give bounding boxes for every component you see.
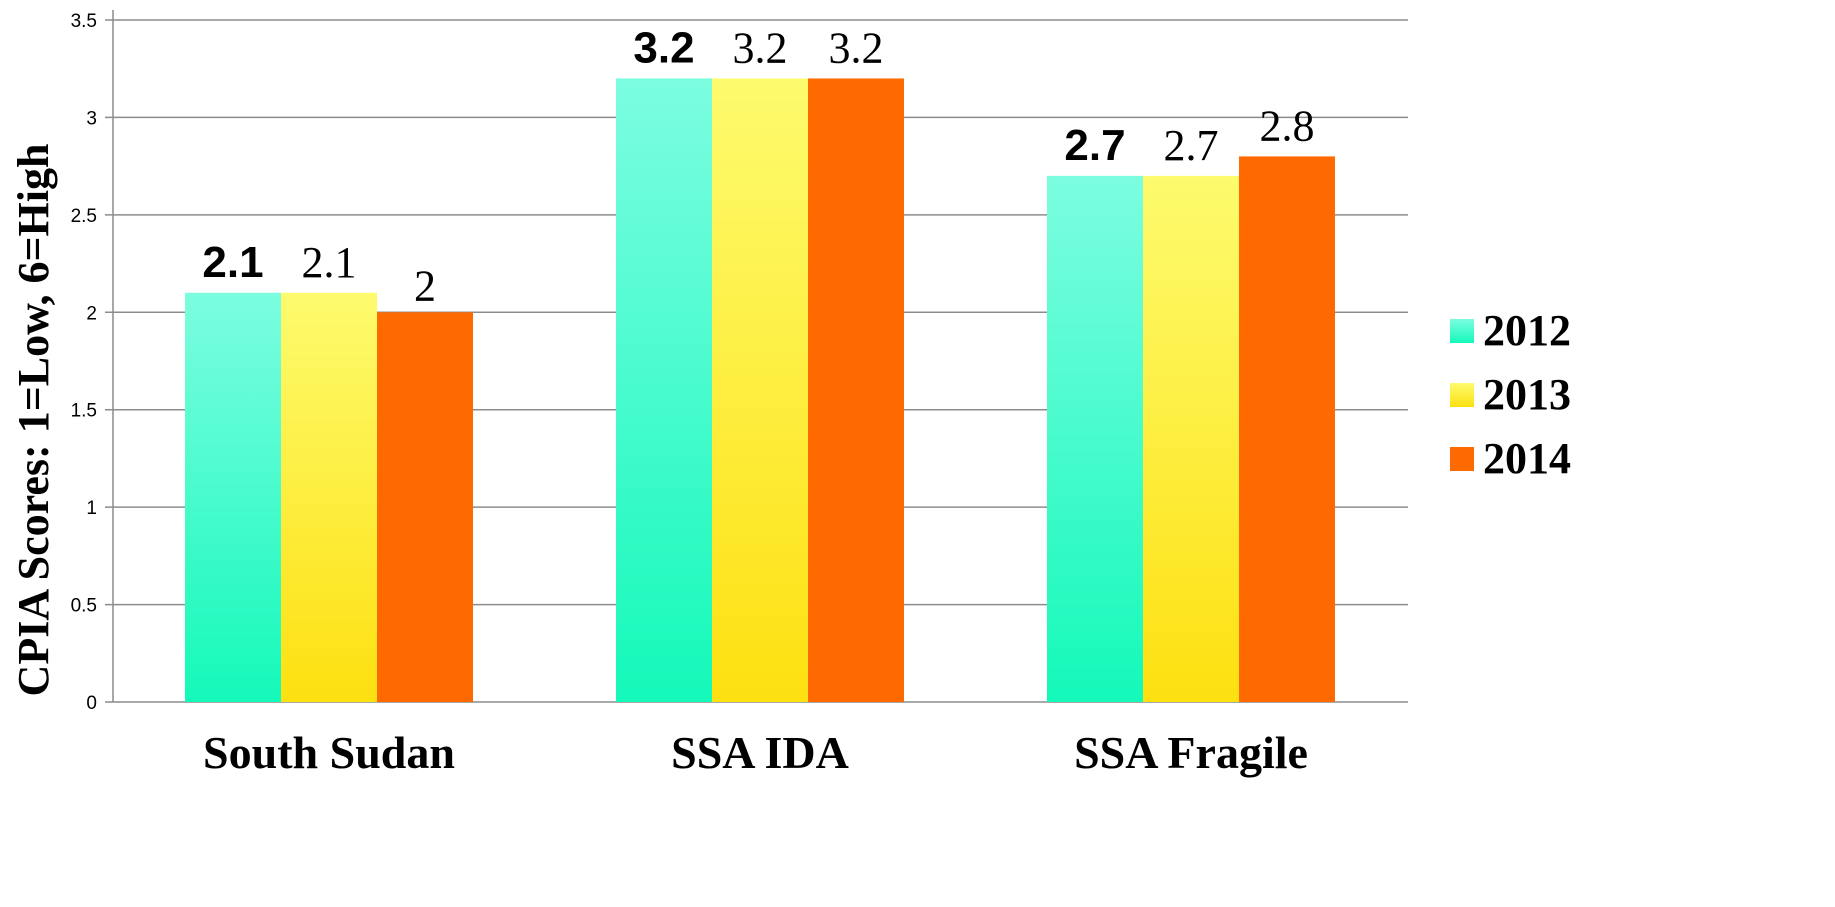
data-label: 2 bbox=[414, 261, 436, 310]
y-tick-label: 2 bbox=[86, 303, 97, 324]
bars bbox=[185, 78, 1335, 702]
data-label: 2.7 bbox=[1164, 121, 1219, 170]
legend-label: 2012 bbox=[1483, 306, 1571, 355]
y-tick-label: 3.5 bbox=[71, 11, 97, 32]
bar-2013-ssa-ida bbox=[712, 78, 808, 702]
bar-2013-ssa-fragile bbox=[1143, 175, 1239, 702]
legend-label: 2014 bbox=[1483, 434, 1571, 483]
category-label: SSA Fragile bbox=[1074, 727, 1308, 778]
bar-2012-ssa-ida bbox=[616, 78, 712, 702]
y-tick-label: 1 bbox=[86, 498, 97, 519]
y-axis-label: CPIA Scores: 1=Low, 6=High bbox=[9, 144, 58, 697]
legend: 2012 2013 2014 bbox=[1450, 306, 1571, 483]
data-label: 3.2 bbox=[829, 23, 884, 72]
y-tick-label: 0 bbox=[86, 693, 97, 714]
x-axis-categories: South Sudan SSA IDA SSA Fragile bbox=[203, 727, 1308, 778]
data-label: 2.8 bbox=[1260, 101, 1315, 150]
bar-2012-south-sudan bbox=[185, 292, 281, 702]
bar-2014-south-sudan bbox=[377, 312, 473, 702]
category-label: South Sudan bbox=[203, 727, 455, 778]
bar-2014-ssa-fragile bbox=[1239, 156, 1335, 702]
data-label: 2.1 bbox=[302, 238, 357, 287]
data-label: 3.2 bbox=[733, 23, 788, 72]
y-tick-label: 1.5 bbox=[71, 401, 97, 422]
data-label: 2.1 bbox=[202, 238, 263, 287]
y-axis-ticks: 0 0.5 1 1.5 2 2.5 3 3.5 bbox=[71, 11, 97, 714]
y-tick-label: 0.5 bbox=[71, 596, 97, 617]
bar-2013-south-sudan bbox=[281, 292, 377, 702]
bar-2012-ssa-fragile bbox=[1047, 175, 1143, 702]
legend-label: 2013 bbox=[1483, 370, 1571, 419]
legend-swatch-2013 bbox=[1450, 383, 1474, 407]
y-tick-label: 2.5 bbox=[71, 206, 97, 227]
legend-swatch-2012 bbox=[1450, 319, 1474, 343]
data-label: 2.7 bbox=[1064, 121, 1125, 170]
category-label: SSA IDA bbox=[671, 727, 849, 778]
y-tick-label: 3 bbox=[86, 108, 97, 129]
data-labels: 2.1 2.1 2 3.2 3.2 3.2 2.7 2.7 2.8 bbox=[202, 23, 1314, 310]
legend-swatch-2014 bbox=[1450, 447, 1474, 471]
data-label: 3.2 bbox=[633, 23, 694, 72]
bar-2014-ssa-ida bbox=[808, 78, 904, 702]
